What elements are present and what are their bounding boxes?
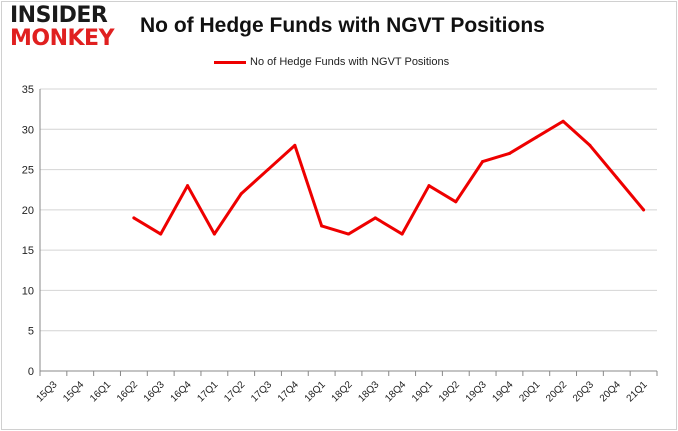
x-tick-label: 19Q1 — [410, 379, 435, 404]
x-tick-label: 16Q2 — [115, 379, 140, 404]
data-point — [239, 192, 243, 196]
data-point — [642, 208, 646, 212]
y-tick-label: 10 — [22, 285, 34, 297]
logo-line-1: INSIDER — [10, 3, 108, 28]
y-tick-label: 15 — [22, 245, 34, 257]
series-line-0 — [132, 119, 646, 236]
data-point — [266, 168, 270, 172]
data-point — [454, 200, 458, 204]
x-tick-label: 18Q3 — [356, 379, 381, 404]
insider-monkey-logo: INSIDER MONKEY — [10, 4, 130, 50]
data-point — [320, 224, 324, 228]
x-tick-label: 18Q4 — [383, 379, 408, 404]
data-point — [159, 232, 163, 236]
x-tick-label: 19Q3 — [464, 379, 489, 404]
x-tick-label: 17Q2 — [222, 379, 247, 404]
data-point — [588, 143, 592, 147]
data-point — [186, 184, 190, 188]
x-tick-label: 17Q3 — [249, 379, 274, 404]
chart-title: No of Hedge Funds with NGVT Positions — [140, 14, 545, 37]
data-point — [427, 184, 431, 188]
data-point — [507, 151, 511, 155]
x-tick-label: 18Q1 — [303, 379, 328, 404]
data-point — [615, 176, 619, 180]
y-tick-label: 20 — [22, 205, 34, 217]
x-tick-label: 17Q4 — [276, 379, 301, 404]
x-tick-label: 15Q4 — [61, 379, 86, 404]
x-tick-label: 19Q4 — [490, 379, 515, 404]
x-tick-label: 16Q3 — [142, 379, 167, 404]
x-tick-label: 17Q1 — [195, 379, 220, 404]
data-point — [347, 232, 350, 236]
x-tick-label: 20Q2 — [544, 379, 569, 404]
x-tick-label: 20Q1 — [517, 379, 542, 404]
y-tick-label: 35 — [22, 84, 34, 96]
chart-legend: No of Hedge Funds with NGVT Positions — [214, 54, 449, 70]
x-tick-label: 21Q1 — [625, 379, 650, 404]
x-tick-label: 16Q1 — [88, 379, 113, 404]
x-tick-label: 20Q3 — [571, 379, 596, 404]
y-tick-label: 30 — [22, 124, 34, 136]
y-tick-label: 25 — [22, 165, 34, 177]
data-point — [481, 160, 485, 164]
data-point — [561, 119, 565, 123]
y-tick-label: 5 — [28, 326, 34, 338]
data-point — [400, 232, 404, 236]
data-point — [293, 143, 297, 147]
x-tick-label: 19Q2 — [437, 379, 462, 404]
data-point — [212, 232, 216, 236]
y-tick-label: 0 — [28, 366, 34, 378]
logo-line-2: MONKEY — [10, 26, 115, 51]
data-point — [534, 135, 538, 139]
data-point — [373, 216, 377, 220]
x-tick-label: 16Q4 — [169, 379, 194, 404]
x-tick-label: 20Q4 — [598, 379, 623, 404]
legend-swatch — [214, 60, 246, 64]
data-point — [132, 216, 136, 220]
legend-label: No of Hedge Funds with NGVT Positions — [250, 56, 450, 68]
x-tick-label: 18Q2 — [330, 379, 355, 404]
x-tick-label: 15Q3 — [34, 379, 59, 404]
